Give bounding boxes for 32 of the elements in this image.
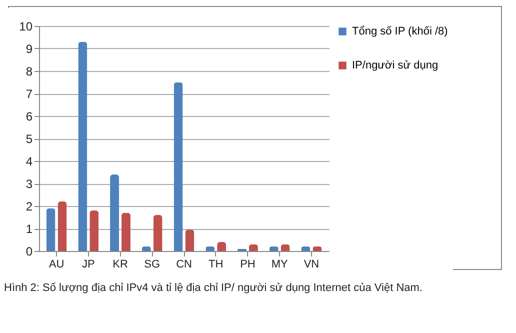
bar [78, 42, 88, 251]
x-tick-label: AU [48, 258, 64, 270]
y-tick-label: 0 [26, 244, 33, 258]
y-tick-label: 10 [19, 20, 33, 34]
y-tick-label: 2 [26, 200, 33, 214]
legend-label: Tổng số IP (khối /8) [352, 26, 448, 38]
y-tick-label: 6 [26, 110, 33, 124]
y-tick-label: 8 [26, 64, 33, 78]
text: Hình 2: Số lượng địa chỉ IPv4 và tỉ lệ địa chỉ IP/ người sử dụng Internet của Việt Nam. [4, 282, 424, 294]
bar [110, 174, 120, 251]
bar [90, 210, 99, 251]
x-tick-label: VN [304, 258, 320, 270]
y-tick-label: 4 [26, 154, 33, 168]
y-tick-label: 7 [26, 87, 33, 101]
x-tick-label: TH [208, 258, 224, 270]
x-tick-label: CN [176, 258, 192, 270]
y-tick-label: 9 [26, 42, 33, 56]
x-tick-label: PH [240, 258, 256, 270]
y-tick-label: 1 [26, 222, 33, 236]
bar [58, 202, 67, 251]
legend-label: IP/người sử dụng [352, 60, 438, 72]
y-tick-label: 3 [26, 177, 33, 191]
bar [153, 215, 162, 251]
bar [46, 208, 56, 251]
y-tick-label: 5 [26, 132, 33, 146]
bar [185, 230, 194, 251]
x-tick-label: MY [271, 258, 289, 270]
x-tick-label: JP [82, 258, 95, 270]
bar [121, 212, 130, 251]
bar [174, 82, 183, 251]
x-tick-label: SG [144, 258, 160, 270]
x-tick-label: KR [112, 258, 128, 270]
